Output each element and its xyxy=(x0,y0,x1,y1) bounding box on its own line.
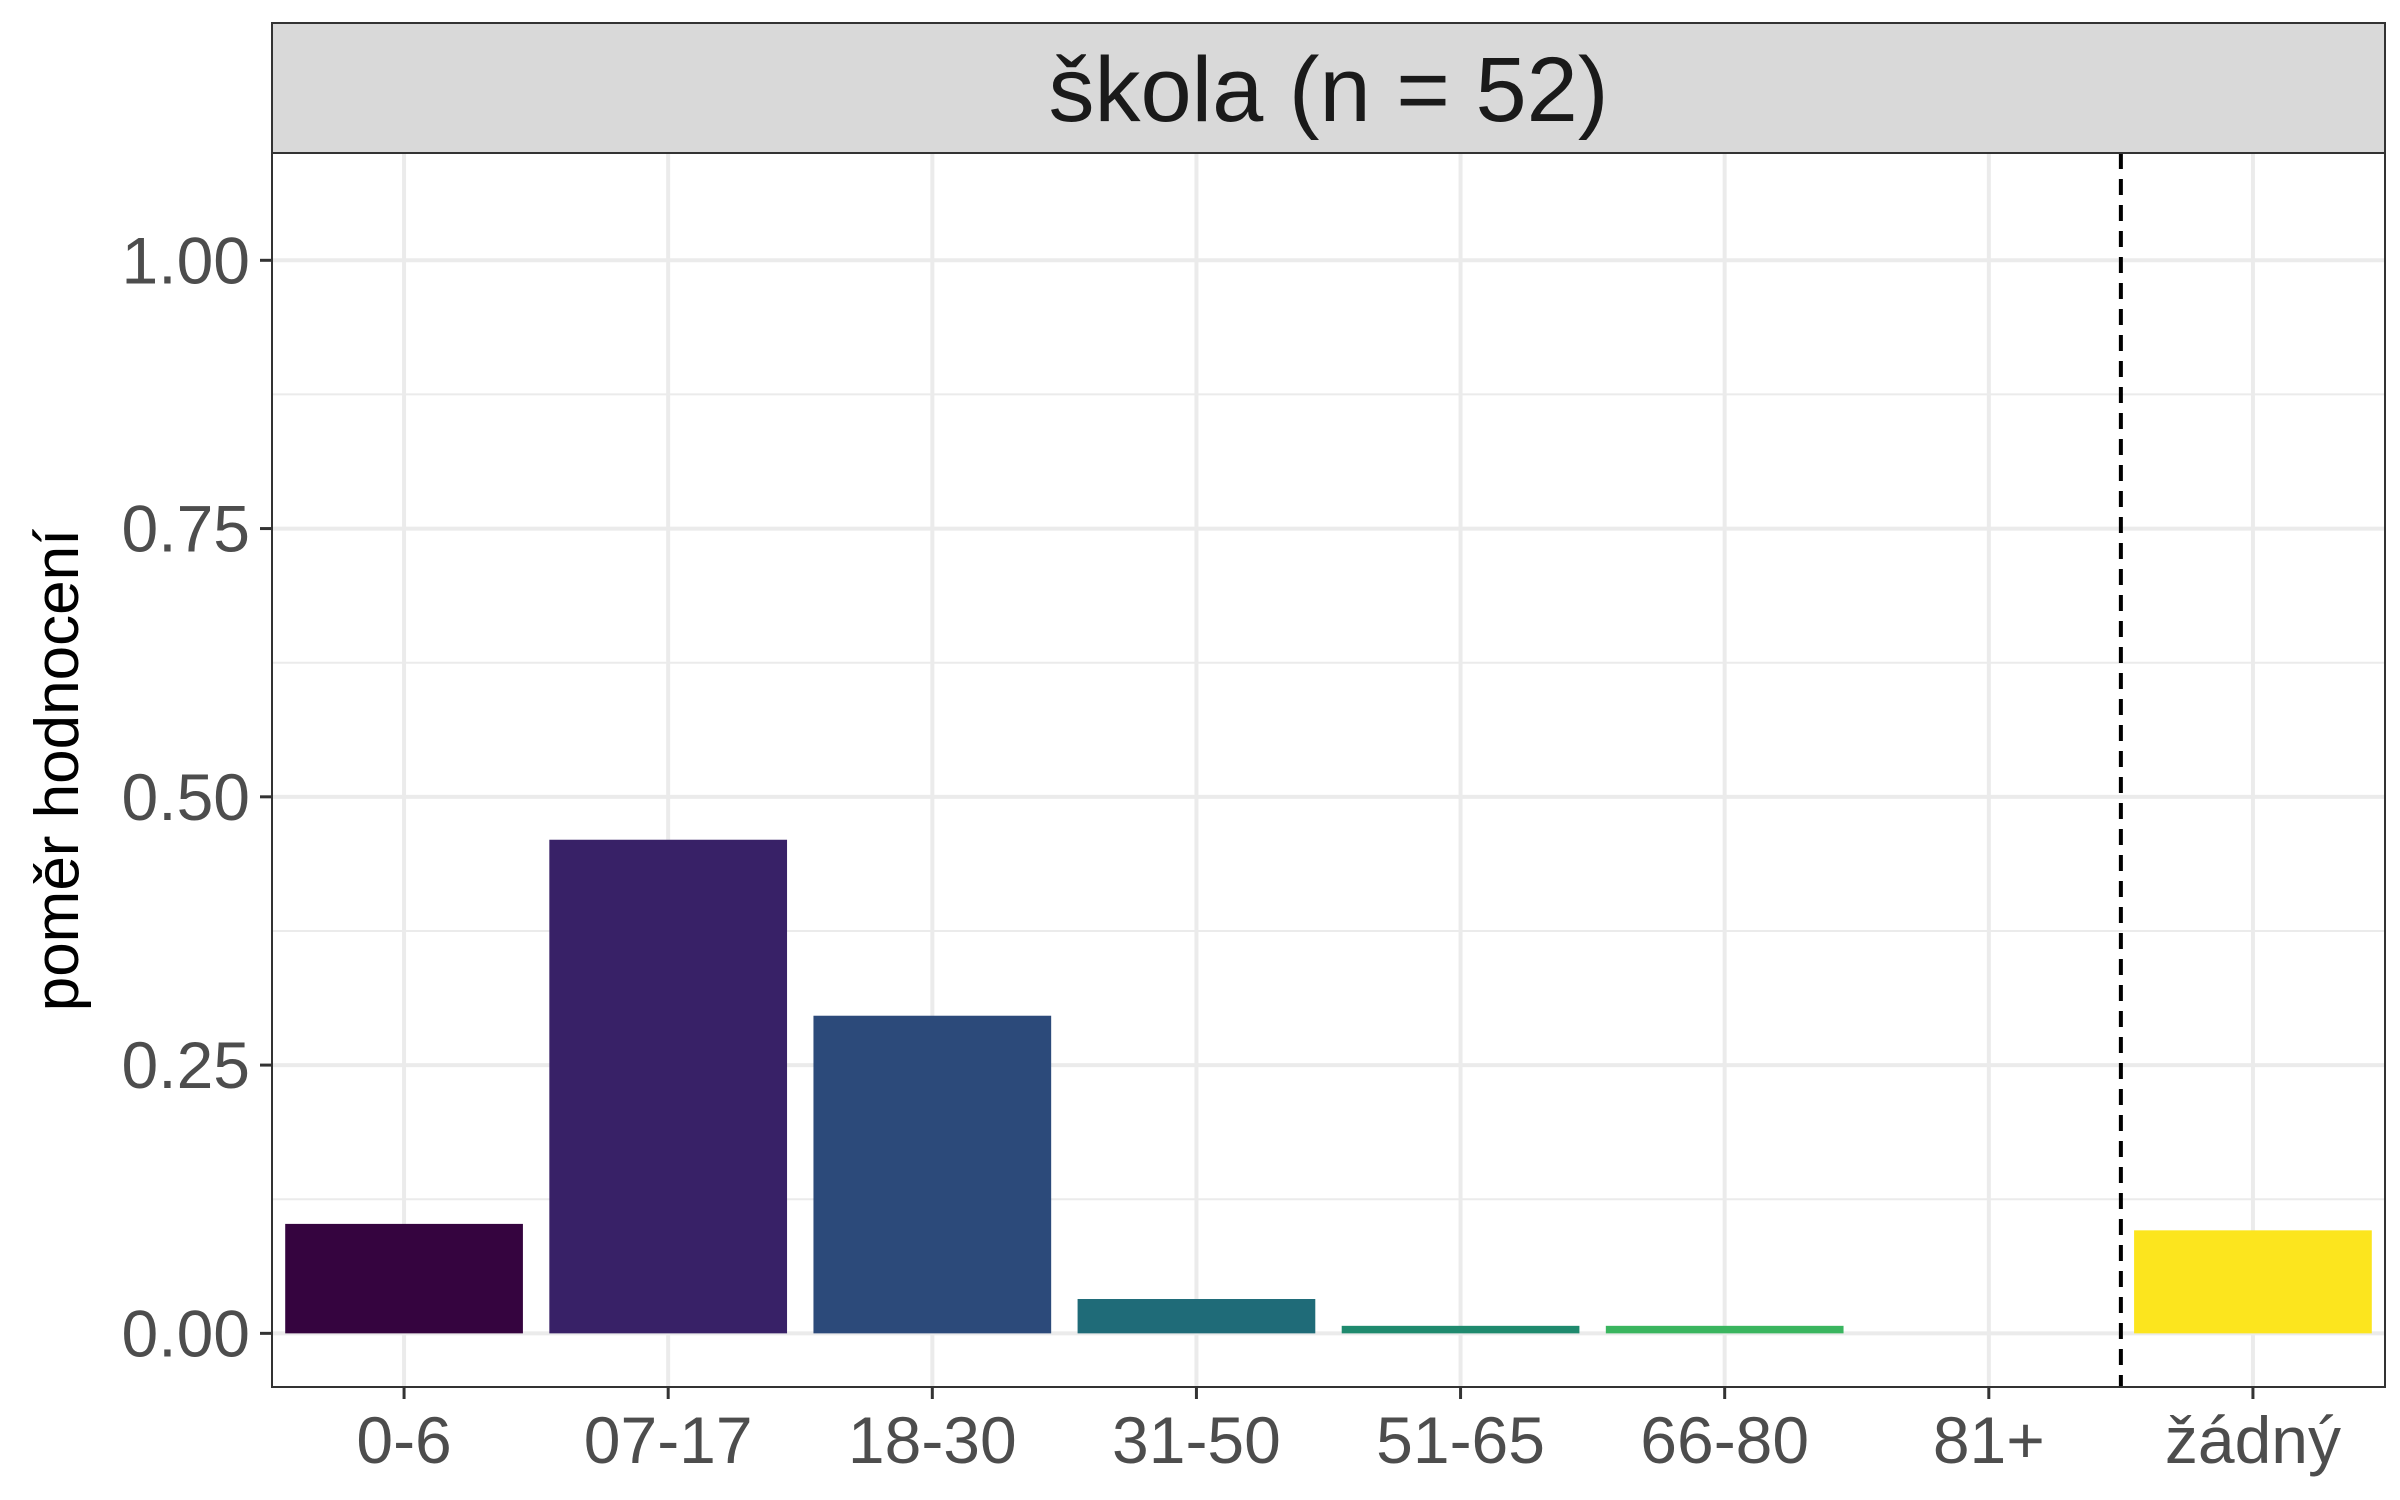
y-tick-label: 0.75 xyxy=(122,492,250,566)
x-tick-label: žádný xyxy=(2165,1403,2341,1477)
y-axis: 0.00 0.25 0.50 0.75 1.00 xyxy=(122,223,272,1370)
x-axis: 0-6 07-17 18-30 31-50 51-65 66-80 81+ žádný xyxy=(356,1387,2341,1477)
bar-51-65 xyxy=(1341,1325,1580,1334)
bar-žádný xyxy=(2134,1230,2372,1334)
y-tick-label: 0.25 xyxy=(122,1028,250,1102)
facet-strip: škola (n = 52) xyxy=(271,22,2386,154)
bar-18-30 xyxy=(813,1015,1052,1334)
y-axis-title: poměr hodnocení xyxy=(23,529,92,1012)
y-tick-label: 0.50 xyxy=(122,760,250,834)
x-tick-label: 51-65 xyxy=(1376,1403,1545,1477)
x-tick-label: 0-6 xyxy=(356,1403,451,1477)
x-tick-label: 81+ xyxy=(1933,1403,2045,1477)
x-tick-label: 18-30 xyxy=(848,1403,1017,1477)
y-tick-label: 1.00 xyxy=(122,223,250,297)
bar-31-50 xyxy=(1077,1299,1316,1334)
bar-07-17 xyxy=(549,839,788,1334)
bar-66-80 xyxy=(1605,1325,1844,1334)
facet-strip-background xyxy=(271,22,2386,154)
bar-0-6 xyxy=(285,1223,523,1334)
bars xyxy=(285,839,2372,1334)
x-tick-label: 07-17 xyxy=(584,1403,753,1477)
x-tick-label: 31-50 xyxy=(1112,1403,1281,1477)
facet-title: škola (n = 52) xyxy=(1049,39,1609,141)
x-tick-label: 66-80 xyxy=(1640,1403,1809,1477)
y-tick-label: 0.00 xyxy=(122,1296,250,1370)
